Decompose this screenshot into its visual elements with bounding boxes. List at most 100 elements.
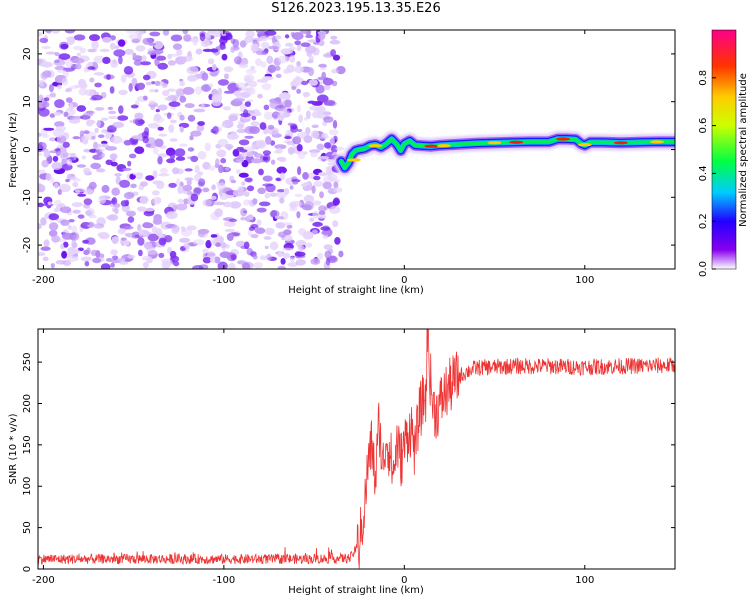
noise-blob <box>161 83 168 88</box>
y-tick-label: 0 <box>22 566 33 572</box>
noise-blob <box>93 223 105 229</box>
noise-blob <box>130 104 139 109</box>
noise-blob <box>133 118 138 125</box>
noise-blob <box>313 180 324 187</box>
noise-blob <box>58 53 71 60</box>
noise-blob <box>256 219 262 226</box>
noise-blob <box>205 32 210 39</box>
noise-blob <box>201 72 209 81</box>
noise-blob <box>211 93 223 103</box>
noise-blob <box>75 63 82 70</box>
noise-blob <box>152 218 163 225</box>
noise-blob <box>113 203 121 208</box>
noise-blob <box>54 121 65 128</box>
noise-blob <box>215 45 227 51</box>
noise-blob <box>69 85 79 89</box>
noise-blob <box>110 135 123 144</box>
noise-blob <box>120 237 127 241</box>
noise-blob <box>325 99 336 105</box>
noise-blob <box>332 220 339 228</box>
noise-blob <box>157 104 168 111</box>
noise-blob <box>197 150 207 160</box>
noise-blob <box>158 173 170 177</box>
noise-blob <box>82 239 89 244</box>
noise-blob <box>136 82 146 91</box>
noise-blob <box>79 82 88 89</box>
noise-blob <box>168 101 181 107</box>
noise-blob <box>123 192 135 199</box>
noise-blob <box>318 205 327 212</box>
noise-blob <box>297 166 302 176</box>
noise-blob <box>167 94 180 99</box>
noise-blob <box>51 30 60 34</box>
noise-blob <box>123 140 132 146</box>
ridge-core <box>613 141 628 145</box>
noise-blob <box>167 60 176 66</box>
noise-blob <box>258 168 264 176</box>
noise-blob <box>64 30 76 34</box>
noise-blob <box>93 141 99 150</box>
noise-blob <box>122 254 127 259</box>
noise-blob <box>238 63 249 69</box>
noise-blob <box>194 164 200 174</box>
noise-blob <box>175 88 185 97</box>
noise-blob <box>107 214 119 221</box>
y-tick-label: 150 <box>22 435 33 454</box>
noise-blob <box>168 182 177 188</box>
noise-blob <box>66 87 73 93</box>
noise-blob <box>190 155 199 163</box>
noise-blob <box>252 254 258 260</box>
y-tick-label: -20 <box>22 237 33 253</box>
noise-blob <box>143 95 148 101</box>
noise-blob <box>184 168 193 172</box>
noise-blob <box>52 128 65 138</box>
noise-blob <box>295 259 306 266</box>
noise-blob <box>120 74 127 83</box>
noise-blob <box>183 242 191 249</box>
noise-blob <box>265 136 272 145</box>
noise-blob <box>220 242 227 249</box>
noise-blob <box>323 116 334 123</box>
noise-blob <box>183 198 189 205</box>
noise-blob <box>125 30 138 34</box>
noise-blob <box>38 223 42 230</box>
noise-blob <box>228 114 239 122</box>
noise-blob <box>329 205 341 214</box>
noise-blob <box>318 135 330 139</box>
noise-blob <box>202 187 210 193</box>
noise-blob <box>154 89 159 93</box>
noise-blob <box>94 82 102 88</box>
noise-blob <box>58 183 71 193</box>
noise-blob <box>62 141 70 148</box>
noise-blob <box>144 207 155 212</box>
noise-blob <box>131 77 138 87</box>
colorbar: 0.0 0.2 0.4 0.6 0.8 Normalized spectral ampl… <box>698 29 749 277</box>
noise-blob <box>329 39 341 45</box>
noise-blob <box>158 133 168 137</box>
noise-blob <box>109 86 115 94</box>
noise-blob <box>70 176 78 181</box>
noise-blob <box>81 155 87 160</box>
noise-blob <box>91 94 103 101</box>
noise-blob <box>148 42 157 46</box>
noise-blob <box>45 51 57 55</box>
noise-blob <box>246 185 255 192</box>
noise-blob <box>40 217 47 226</box>
noise-blob <box>250 112 262 117</box>
noise-blob <box>62 241 69 248</box>
noise-blob <box>261 50 268 55</box>
noise-blob <box>279 172 285 181</box>
noise-blob <box>303 201 314 211</box>
noise-blob <box>269 192 278 197</box>
noise-blob <box>40 246 51 251</box>
noise-blob <box>311 185 316 194</box>
noise-blob <box>106 74 111 80</box>
noise-blob <box>143 241 153 250</box>
noise-blob <box>236 124 245 129</box>
noise-blob <box>38 252 46 257</box>
noise-blob <box>122 167 132 171</box>
noise-blob <box>261 83 272 91</box>
snr-x-ticks: -200 -100 0 100 <box>32 329 594 586</box>
ridge-core <box>424 144 439 148</box>
noise-blob <box>209 257 216 263</box>
